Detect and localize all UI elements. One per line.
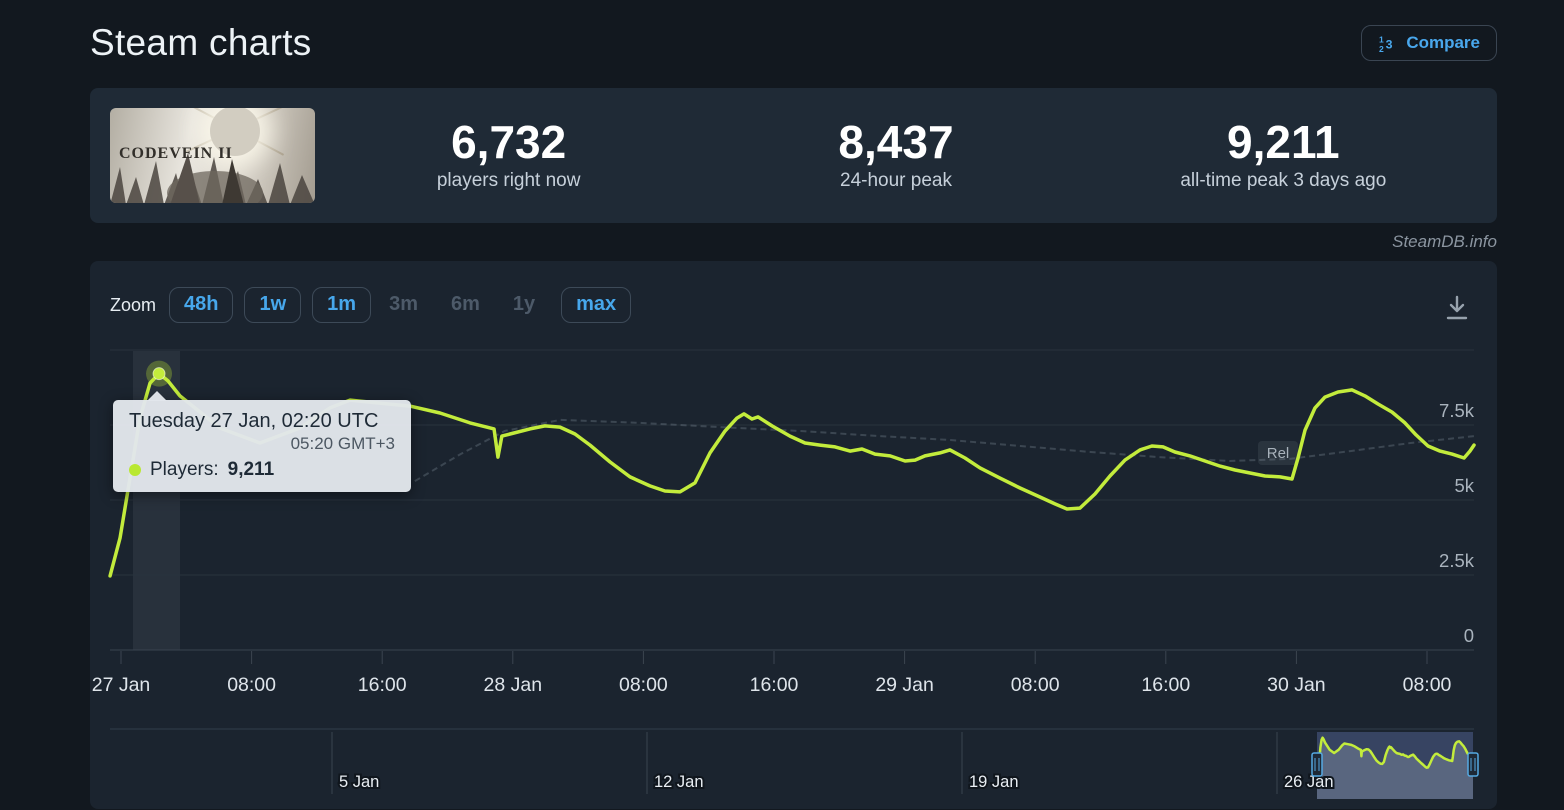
24h-peak-label: 24-hour peak <box>840 169 952 191</box>
x-axis-label: 30 Jan <box>1267 674 1326 696</box>
chart-panel: Zoom 48h 1w 1m 3m 6m 1y max 0 2.5k 5k 7.5k 2… <box>90 261 1497 809</box>
navigator-series-area <box>1317 737 1473 799</box>
navigator-date-label: 26 Jan <box>1284 773 1334 791</box>
zoom-option-6m: 6m <box>444 288 487 322</box>
banner-spikes-art <box>110 153 315 203</box>
stats-row: 6,732 players right now 8,437 24-hour pe… <box>315 119 1477 192</box>
x-axis-label: 08:00 <box>227 674 276 696</box>
navigator-date-label: 5 Jan <box>339 773 379 791</box>
svg-text:2: 2 <box>1379 44 1384 53</box>
hovered-point-marker[interactable] <box>152 367 166 381</box>
tooltip-local-time: 05:20 GMT+3 <box>290 434 395 453</box>
x-axis-label: 28 Jan <box>484 674 543 696</box>
page: Steam charts 1 2 3 Compare CODEVE <box>90 0 1497 809</box>
24h-peak-value: 8,437 <box>838 116 954 169</box>
x-axis-label: 08:00 <box>1403 674 1452 696</box>
y-axis-label: 0 <box>1464 625 1474 646</box>
x-axis-label: 08:00 <box>619 674 668 696</box>
navigator-series-line <box>1315 736 1475 783</box>
stat-24h-peak: 8,437 24-hour peak <box>702 119 1089 192</box>
stats-card: CODEVEIN II 6,732 players right now 8,43… <box>90 88 1497 223</box>
alltime-peak-label: all-time peak 3 days ago <box>1180 169 1387 191</box>
download-icon <box>1446 295 1468 320</box>
release-annotation-label: Rel <box>1267 445 1290 462</box>
x-axis-label: 16:00 <box>358 674 407 696</box>
tooltip-player-value: 9,211 <box>227 459 275 480</box>
tooltip-series-dot <box>129 464 141 476</box>
reference-trend-line <box>414 418 1475 482</box>
zoom-option-1w[interactable]: 1w <box>244 287 302 323</box>
compare-button[interactable]: 1 2 3 Compare <box>1361 25 1497 61</box>
release-annotation-badge <box>1258 441 1298 465</box>
y-axis-label: 5k <box>1454 475 1474 496</box>
stat-alltime-peak: 9,211 all-time peak 3 days ago <box>1090 119 1477 192</box>
zoom-toolbar: Zoom 48h 1w 1m 3m 6m 1y max <box>110 287 642 323</box>
zoom-option-3m: 3m <box>382 288 425 322</box>
alltime-peak-value: 9,211 <box>1227 116 1340 169</box>
x-axis-label: 08:00 <box>1011 674 1060 696</box>
x-axis-label: 16:00 <box>1141 674 1190 696</box>
current-players-label: players right now <box>436 169 581 191</box>
tooltip-date: Tuesday 27 Jan, 02:20 UTC <box>129 410 379 432</box>
zoom-toolbar-label: Zoom <box>110 294 157 315</box>
zoom-option-1m[interactable]: 1m <box>312 287 372 323</box>
players-series-line <box>108 371 1476 578</box>
svg-text:3: 3 <box>1386 37 1393 51</box>
zoom-option-1y: 1y <box>506 288 542 322</box>
zoom-option-48h[interactable]: 48h <box>169 287 234 323</box>
game-banner-title: CODEVEIN II <box>119 145 233 162</box>
banner-sun-art <box>210 108 260 156</box>
x-axis-label: 27 Jan <box>92 674 151 696</box>
page-title: Steam charts <box>90 22 312 63</box>
game-banner[interactable]: CODEVEIN II <box>110 108 315 203</box>
navigator-handle-left[interactable] <box>1311 752 1323 777</box>
y-axis-label: 2.5k <box>1439 550 1475 571</box>
zoom-option-max[interactable]: max <box>561 287 632 323</box>
steamdb-watermark: SteamDB.info <box>1392 232 1497 251</box>
current-players-value: 6,732 <box>451 116 567 169</box>
svg-text:1: 1 <box>1379 34 1384 44</box>
navigator-date-label: 12 Jan <box>654 773 704 791</box>
x-axis-label: 16:00 <box>750 674 799 696</box>
compare-button-label: Compare <box>1406 33 1480 52</box>
player-count-chart[interactable]: 0 2.5k 5k 7.5k 27 Jan 08:00 16:00 28 Jan 08:00 16… <box>90 261 1497 809</box>
download-chart-button[interactable] <box>1441 291 1473 328</box>
navigator-date-label: 19 Jan <box>969 773 1019 791</box>
page-header: Steam charts 1 2 3 Compare <box>90 0 1497 72</box>
x-axis-label: 29 Jan <box>875 674 934 696</box>
navigator-handle-right[interactable] <box>1467 752 1479 777</box>
compare-numbers-icon: 1 2 3 <box>1379 34 1393 53</box>
y-axis-label: 7.5k <box>1439 400 1475 421</box>
tooltip-series-label: Players: <box>150 459 219 480</box>
stat-current-players: 6,732 players right now <box>315 119 702 192</box>
chart-tooltip: Tuesday 27 Jan, 02:20 UTC 05:20 GMT+3 Pl… <box>113 391 411 492</box>
